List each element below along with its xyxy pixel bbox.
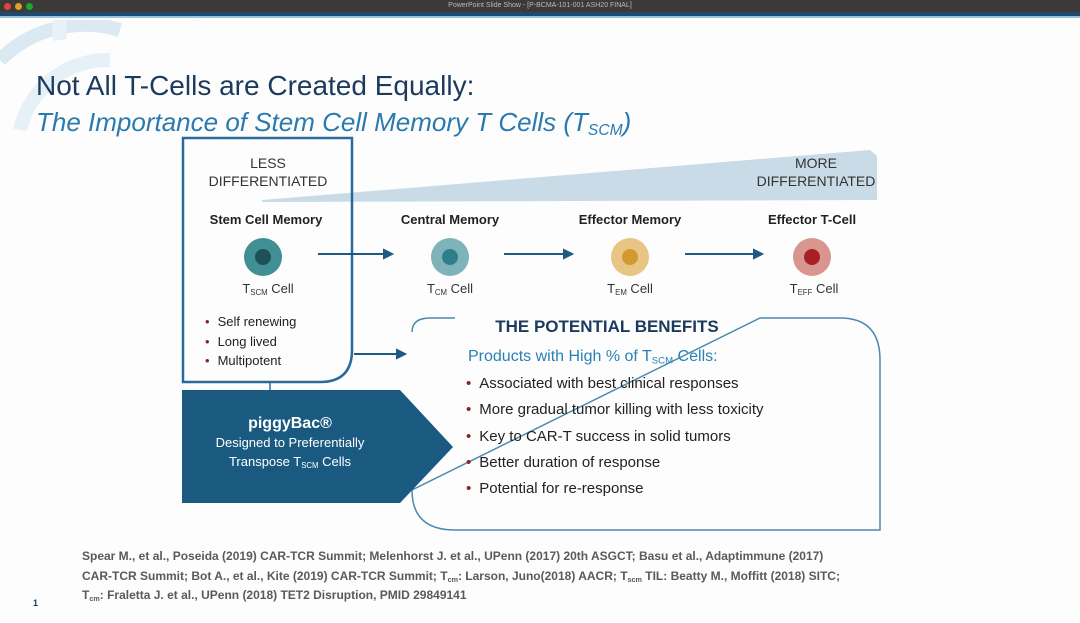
cell-label-central-memory: Central Memory — [400, 212, 500, 227]
cell-label-stem-cell-memory: Stem Cell Memory — [209, 212, 323, 227]
cell-nucleus-icon — [442, 249, 458, 265]
benefits-subheading: Products with High % of TSCM Cells: — [468, 348, 718, 367]
tscm-box — [181, 136, 354, 384]
slide: Not All T-Cells are Created Equally: The… — [0, 20, 1080, 623]
footnote-line: CAR-TCR Summit; Bot A., et al., Kite (20… — [82, 569, 840, 584]
cell-label-effector-memory: Effector Memory — [578, 212, 682, 227]
benefits-box — [411, 317, 881, 531]
benefit-item: Key to CAR-T success in solid tumors — [466, 428, 730, 446]
benefit-item: Better duration of response — [466, 454, 660, 472]
cell-caption-teff: TEFF Cell — [789, 281, 839, 297]
slide-subtitle: The Importance of Stem Cell Memory T Cel… — [36, 107, 632, 139]
cell-nucleus-icon — [622, 249, 638, 265]
maximize-button[interactable] — [26, 3, 33, 10]
top-band — [0, 12, 1080, 18]
differentiation-wedge — [262, 150, 877, 202]
tscm-bullet: Long lived — [205, 334, 277, 350]
cell-caption-tscm: TSCM Cell — [242, 281, 294, 297]
cell-caption-tcm: TCM Cell — [426, 281, 474, 297]
benefit-item: Potential for re-response — [466, 480, 643, 498]
piggybac-text: piggyBac® Designed to Preferentially Tra… — [215, 415, 365, 470]
cell-label-effector-t-cell: Effector T-Cell — [767, 212, 857, 227]
piggybac-shape — [182, 390, 453, 503]
close-button[interactable] — [4, 3, 11, 10]
footnote-line: Spear M., et al., Poseida (2019) CAR-TCR… — [82, 549, 824, 563]
window-titlebar: PowerPoint Slide Show - [P-BCMA-101-001 … — [0, 0, 1080, 12]
benefits-heading: THE POTENTIAL BENEFITS — [495, 317, 719, 336]
progression-arrows — [318, 248, 765, 360]
tscm-bullet: Multipotent — [205, 353, 282, 369]
cell-caption-tem: TEM Cell — [607, 281, 653, 297]
decorative-arcs — [0, 20, 200, 132]
cell-nucleus-icon — [804, 249, 820, 265]
cell-nucleus-icon — [255, 249, 271, 265]
slide-title: Not All T-Cells are Created Equally: — [36, 70, 475, 101]
benefit-item: Associated with best clinical responses — [466, 375, 738, 393]
minimize-button[interactable] — [15, 3, 22, 10]
tscm-bullet: Self renewing — [205, 314, 297, 330]
less-differentiated-label: LESS DIFFERENTIATED — [208, 155, 328, 189]
more-differentiated-label: MORE DIFFERENTIATED — [756, 155, 876, 189]
slide-graphics — [0, 20, 881, 531]
page-number: 1 — [33, 598, 39, 608]
footnote-line: Tcm: Fraletta J. et al., UPenn (2018) TE… — [82, 588, 467, 603]
window-title: PowerPoint Slide Show - [P-BCMA-101-001 … — [448, 2, 632, 9]
benefit-item: More gradual tumor killing with less tox… — [466, 401, 763, 419]
